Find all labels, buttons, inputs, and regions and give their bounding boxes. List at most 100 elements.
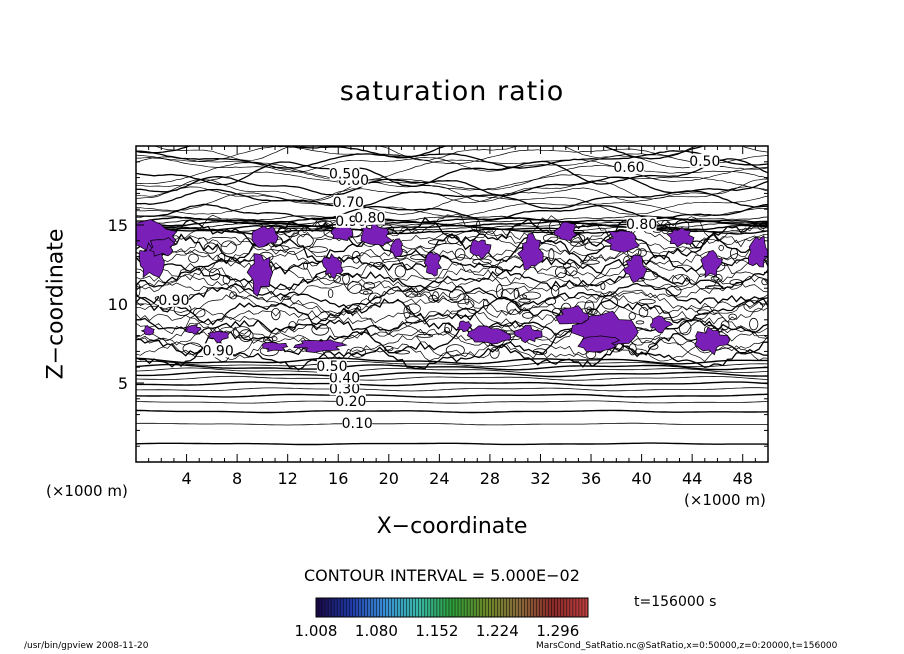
contour-blob <box>635 320 645 325</box>
supersaturation-patch <box>694 326 731 356</box>
contour-line <box>136 146 706 160</box>
colorbar-strip <box>352 598 356 617</box>
supersaturation-patch <box>293 339 348 353</box>
contour-blob <box>182 342 203 355</box>
contour-line <box>136 282 768 310</box>
supersaturation-patch <box>603 230 640 253</box>
x-tick-label: 32 <box>530 469 550 488</box>
chart-title: saturation ratio <box>339 76 565 107</box>
contour-label-bg <box>613 160 644 175</box>
contour-blob <box>394 350 411 355</box>
colorbar-strip <box>584 598 589 617</box>
contour-blob <box>552 307 562 316</box>
contour-blob <box>542 233 559 243</box>
colorbar-strip <box>367 598 371 617</box>
contour-label: 0.60 <box>613 160 644 176</box>
contour-line <box>136 342 768 363</box>
contour-blob <box>416 333 434 338</box>
colorbar-strip <box>391 598 395 617</box>
x-axis-label: X−coordinate <box>376 514 528 539</box>
colorbar-strip <box>445 598 450 617</box>
contour-label: 0.30 <box>329 381 360 397</box>
x-tick-label: 36 <box>581 469 601 488</box>
supersaturation-patch <box>577 335 621 353</box>
contour-blob <box>406 303 421 314</box>
contour-blob <box>730 247 739 260</box>
supersaturation-fill <box>136 219 768 356</box>
colorbar-strip <box>485 598 489 617</box>
contour-blob <box>217 253 226 263</box>
contour-blob <box>229 291 238 300</box>
x-tick-label: 40 <box>631 469 651 488</box>
colorbar-strip <box>433 598 438 617</box>
contour-label-bg <box>329 370 360 385</box>
contour-blob <box>548 248 555 262</box>
colorbar-strip <box>316 598 320 617</box>
y-tick-label: 15 <box>108 216 128 235</box>
contour-blob <box>447 234 460 244</box>
colorbar-strip <box>512 598 516 617</box>
colorbar-strip <box>448 598 453 617</box>
x-axis-unit: (×1000 m) <box>684 491 766 509</box>
colorbar-strip <box>379 598 383 617</box>
contour-label: 0.10 <box>342 416 373 432</box>
colorbar-strip <box>533 598 537 617</box>
colorbar-strip <box>322 598 326 617</box>
colorbar-strip <box>331 598 335 617</box>
supersaturation-patch <box>650 315 674 334</box>
contour-label-bg <box>333 194 364 209</box>
supersaturation-patch <box>513 324 543 344</box>
contour-blob <box>696 309 711 315</box>
supersaturation-patch <box>140 325 155 336</box>
contour-blob <box>729 279 743 286</box>
colorbar-strip <box>473 598 477 617</box>
colorbar-strip <box>364 598 368 617</box>
supersaturation-patch <box>747 234 768 268</box>
contour-blob <box>405 316 420 324</box>
contour-blob <box>713 274 723 283</box>
contour-blob <box>271 307 281 321</box>
colorbar-strip <box>527 598 531 617</box>
colorbar-strip <box>349 598 353 617</box>
contour-blob <box>203 242 218 254</box>
colorbar-strip <box>427 598 432 617</box>
contour-blob <box>513 287 519 299</box>
time-stamp: t=156000 s <box>634 594 717 610</box>
contour-blob <box>600 282 606 291</box>
colorbar-strip <box>497 598 501 617</box>
supersaturation-patch <box>360 220 394 247</box>
colorbar-strip <box>388 598 392 617</box>
contour-blob <box>728 313 737 321</box>
contour-label-bg <box>329 166 360 181</box>
contour-blob <box>283 227 300 237</box>
contour-line <box>136 294 768 318</box>
supersaturation-patch <box>206 330 230 344</box>
contour-labels: 0.100.200.300.400.500.900.900.900.800.70… <box>158 153 720 432</box>
supersaturation-patch <box>555 305 590 325</box>
contour-line <box>136 375 768 381</box>
colorbar-strip <box>418 598 423 617</box>
contour-line <box>136 227 768 248</box>
contour-label: 0.70 <box>333 195 364 211</box>
contour-blob <box>363 290 369 295</box>
supersaturation-patch <box>261 342 289 352</box>
colorbar-strip <box>430 598 435 617</box>
colorbar-tick-label: 1.296 <box>536 622 579 640</box>
x-tick-label: 48 <box>733 469 753 488</box>
contour-blob <box>193 307 206 318</box>
contour-blob <box>373 262 384 267</box>
colorbar-strip <box>545 598 550 617</box>
contour-line <box>136 218 768 225</box>
x-tick-label: 20 <box>379 469 399 488</box>
supersaturation-patch <box>622 254 648 284</box>
contour-line <box>136 326 768 358</box>
colorbar-strip <box>515 598 519 617</box>
colorbar-strip <box>488 598 492 617</box>
contour-blob <box>363 281 375 290</box>
contour-line <box>136 343 768 371</box>
contour-blob <box>351 250 361 264</box>
contour-blob <box>628 343 637 356</box>
colorbar-strip <box>560 598 565 617</box>
contour-line <box>136 381 768 387</box>
